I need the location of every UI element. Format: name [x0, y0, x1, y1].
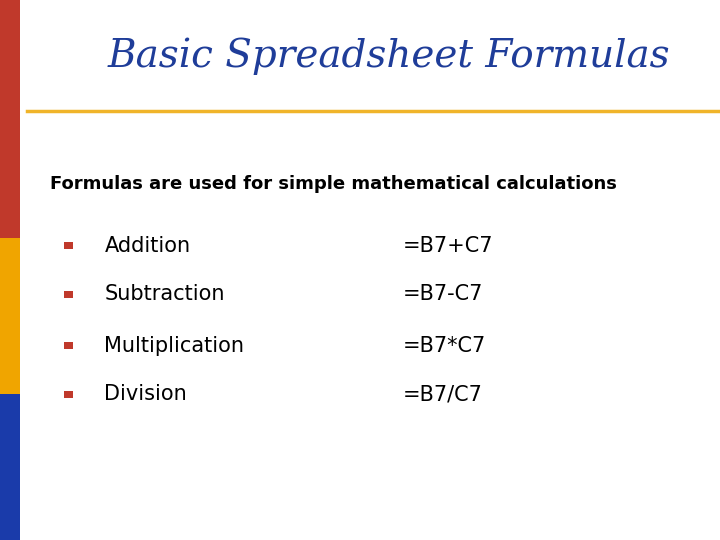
Text: =B7-C7: =B7-C7 [403, 284, 484, 305]
Bar [63, 242, 73, 249]
Text: =B7/C7: =B7/C7 [403, 384, 483, 404]
Bar [63, 342, 73, 349]
Text: Basic Spreadsheet Formulas: Basic Spreadsheet Formulas [107, 38, 670, 76]
Text: Subtraction: Subtraction [104, 284, 225, 305]
Bar [63, 291, 73, 298]
Bar [0, 238, 20, 394]
Text: =B7*C7: =B7*C7 [403, 335, 487, 356]
Text: Multiplication: Multiplication [104, 335, 244, 356]
Text: Addition: Addition [104, 235, 191, 256]
Text: Formulas are used for simple mathematical calculations: Formulas are used for simple mathematica… [50, 174, 617, 193]
Bar [0, 394, 20, 540]
Bar [63, 390, 73, 397]
Bar [0, 0, 20, 238]
Text: =B7+C7: =B7+C7 [403, 235, 494, 256]
Text: Division: Division [104, 384, 187, 404]
